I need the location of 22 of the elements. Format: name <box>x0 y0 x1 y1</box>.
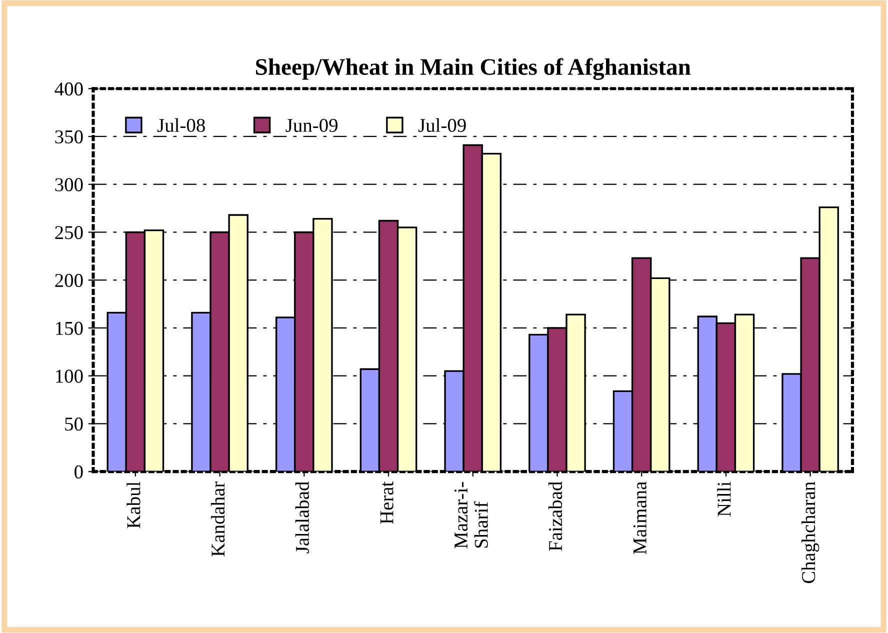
chart-title: Sheep/Wheat in Main Cities of Afghanistan <box>256 58 691 80</box>
y-tick-label: 200 <box>55 274 83 288</box>
y-tick-label: 100 <box>56 370 83 383</box>
y-tick-label: 400 <box>54 82 83 96</box>
y-tick-label: 300 <box>55 178 83 192</box>
y-tick-label: 350 <box>55 130 83 144</box>
legend-label: Jul-08 <box>157 118 205 132</box>
legend-label: Jul-09 <box>418 118 466 132</box>
y-tick-label: 250 <box>55 226 83 240</box>
x-tick-label: Maimana <box>633 482 646 554</box>
y-tick-label: 150 <box>56 322 83 335</box>
x-tick-label: Mazar-i- Sharif <box>454 482 488 548</box>
x-tick-label: Kabul <box>126 482 140 528</box>
x-tick-label: Chaghcharan <box>801 482 820 584</box>
legend-label: Jun-09 <box>286 118 338 132</box>
x-tick-label: Jalalabad <box>295 482 310 554</box>
x-tick-label: Kandahar <box>210 481 225 556</box>
y-tick-label: 0 <box>74 465 83 479</box>
x-tick-label: Nilli <box>717 482 731 516</box>
x-tick-label: Herat <box>380 481 394 524</box>
y-tick-label: 50 <box>65 418 83 431</box>
x-tick-label: Faizabad <box>548 482 562 551</box>
